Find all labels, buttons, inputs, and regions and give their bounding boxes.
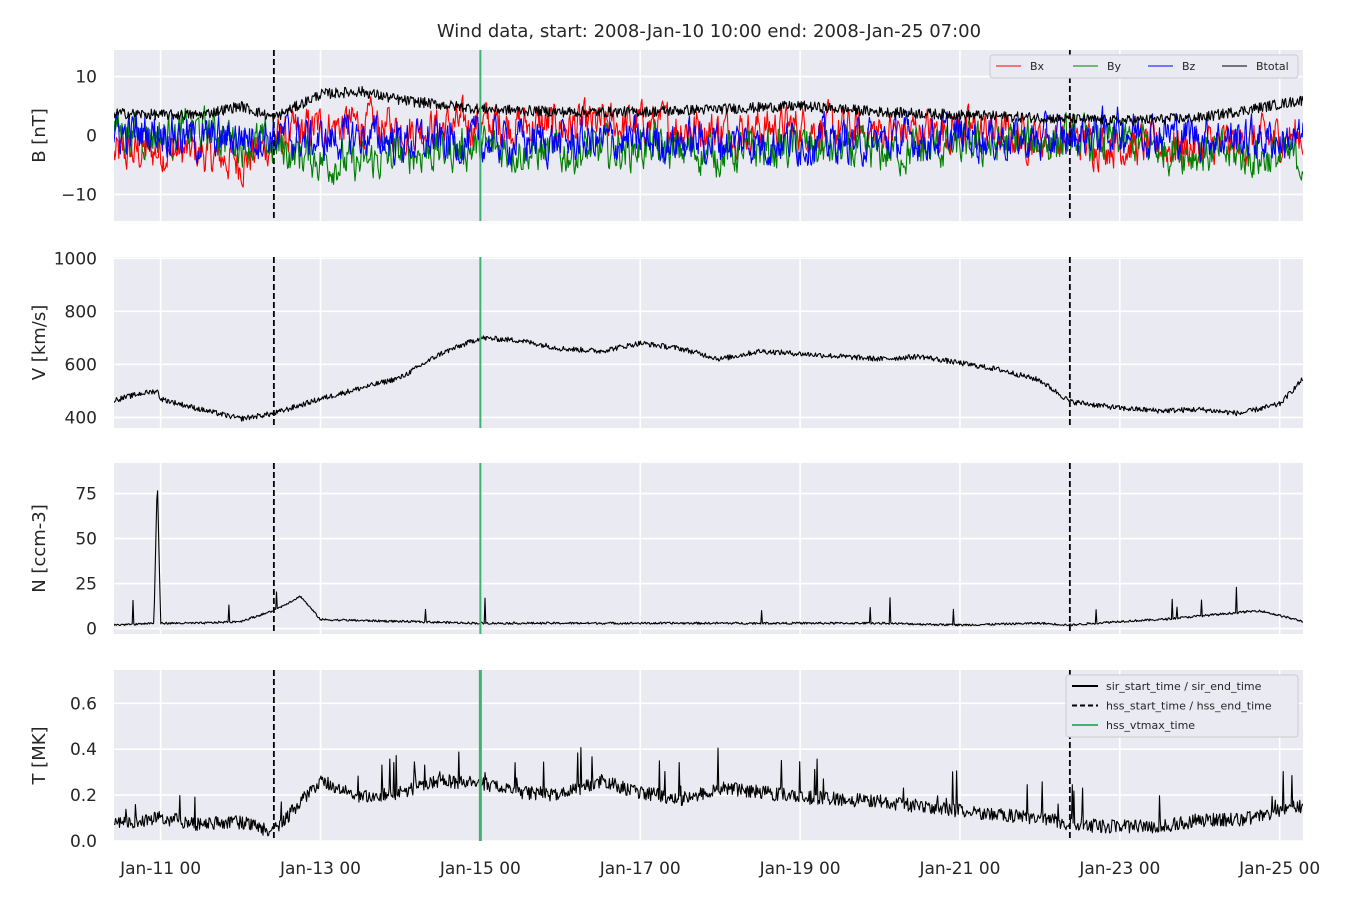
- y-tick-label: 0: [86, 127, 97, 147]
- y-axis-label: V [km/s]: [29, 305, 50, 380]
- x-tick-label: Jan-13 00: [279, 859, 361, 879]
- legend-label-3: hss_vtmax_time: [1106, 719, 1195, 732]
- panel-background: [114, 257, 1303, 428]
- panel-background: [114, 463, 1303, 634]
- x-tick-label: Jan-19 00: [759, 859, 841, 879]
- x-axis-tick-labels: Jan-11 00 Jan-13 00 Jan-15 00 Jan-17 00 Jan-…: [119, 859, 1320, 879]
- y-tick-label: 1000: [54, 249, 97, 269]
- y-tick-label: 800: [65, 302, 97, 322]
- y-tick-label: 0.6: [70, 694, 97, 714]
- y-tick-label: 0.2: [70, 786, 97, 806]
- y-tick-label: 600: [65, 355, 97, 375]
- legend-label-by: By: [1107, 60, 1122, 73]
- x-tick-label: Jan-21 00: [918, 859, 1000, 879]
- panel-1: −10 0 10 B [nT] Bx By Bz Btotal: [29, 50, 1303, 221]
- b-legend: Bx By Bz Btotal: [989, 54, 1299, 79]
- y-tick-label: 10: [75, 68, 97, 88]
- series-t-line: [114, 747, 1303, 837]
- y-tick-label: 0.4: [70, 740, 97, 760]
- y-axis-label: T [MK]: [29, 726, 50, 785]
- y-axis-label: N [ccm-3]: [29, 504, 50, 593]
- y-tick-label: −10: [61, 185, 97, 205]
- y-tick-label: 50: [75, 530, 97, 550]
- plot-panels: −10 0 10 B [nT] Bx By Bz Btotal 400 600 800 1000 V […: [29, 50, 1303, 852]
- panel-3: 0 25 50 75 N [ccm-3]: [29, 463, 1303, 640]
- legend-label-bz: Bz: [1182, 60, 1196, 73]
- x-tick-label: Jan-11 00: [119, 859, 201, 879]
- x-tick-label: Jan-17 00: [599, 859, 681, 879]
- x-tick-label: Jan-23 00: [1078, 859, 1160, 879]
- y-tick-label: 400: [65, 408, 97, 428]
- y-tick-label: 0: [86, 620, 97, 640]
- marker-legend: sir_start_time / sir_end_time hss_start_t…: [1065, 674, 1299, 738]
- x-tick-label: Jan-15 00: [439, 859, 521, 879]
- panel-2: 400 600 800 1000 V [km/s]: [29, 249, 1303, 428]
- legend-label-2: hss_start_time / hss_end_time: [1106, 700, 1272, 713]
- y-tick-label: 75: [75, 485, 97, 505]
- series-v-line: [114, 335, 1303, 422]
- series-bx-line: [114, 94, 1303, 188]
- panel-4: 0.0 0.2 0.4 0.6 T [MK] sir_start_time / sir_e…: [29, 670, 1303, 852]
- y-axis-label: B [nT]: [29, 108, 50, 163]
- legend-label-btotal: Btotal: [1256, 60, 1289, 73]
- series-btotal-line: [114, 86, 1303, 127]
- legend-label-bx: Bx: [1030, 60, 1045, 73]
- chart-title: Wind data, start: 2008-Jan-10 10:00 end:…: [437, 21, 981, 42]
- y-tick-label: 0.0: [70, 832, 97, 852]
- series-n-line: [114, 490, 1303, 627]
- legend-label-1: sir_start_time / sir_end_time: [1106, 680, 1262, 693]
- y-tick-label: 25: [75, 575, 97, 595]
- x-tick-label: Jan-25 00: [1238, 859, 1320, 879]
